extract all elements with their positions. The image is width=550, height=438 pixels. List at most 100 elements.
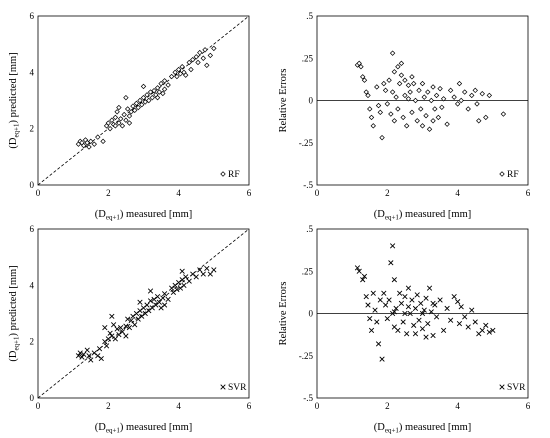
data-point	[119, 123, 126, 129]
data-point	[118, 324, 124, 331]
data-point	[411, 322, 417, 328]
x-tick-label: 6	[526, 188, 531, 198]
y-axis-label: (Deq+1) predicted [mm]	[8, 265, 21, 361]
data-point	[183, 72, 189, 78]
data-point	[142, 99, 148, 105]
data-point	[105, 336, 111, 342]
data-point	[88, 357, 94, 363]
data-point	[433, 314, 440, 320]
data-point	[139, 313, 145, 319]
data-point	[154, 85, 161, 91]
data-point	[356, 268, 362, 274]
data-point	[197, 49, 203, 56]
data-point	[186, 278, 192, 284]
data-point	[440, 327, 447, 334]
data-point	[119, 329, 126, 335]
data-point	[363, 89, 369, 95]
data-point	[190, 271, 196, 277]
y-tick-label: 6	[30, 224, 35, 234]
data-point	[128, 317, 134, 324]
data-point	[414, 118, 420, 124]
data-point	[419, 80, 426, 87]
data-point	[358, 64, 364, 70]
legend-label: SVR	[228, 383, 247, 393]
data-point	[388, 111, 394, 117]
x-axis-label: (Deq+1) measured [mm]	[374, 209, 471, 222]
data-point	[386, 77, 392, 83]
data-point	[426, 126, 433, 132]
data-point	[469, 307, 475, 313]
legend-marker	[499, 171, 505, 177]
data-point	[423, 295, 429, 301]
identity-line	[37, 228, 250, 399]
data-point	[483, 322, 489, 328]
data-point	[458, 97, 464, 104]
x-tick-label: 0	[36, 188, 41, 198]
data-point	[375, 102, 382, 109]
data-point	[84, 347, 90, 353]
x-tick-label: 4	[455, 188, 460, 198]
data-point	[395, 327, 401, 334]
data-point	[137, 97, 143, 104]
y-tick-label: 0	[30, 393, 35, 403]
data-point	[377, 297, 383, 303]
data-point	[435, 114, 442, 121]
data-point	[174, 286, 180, 293]
data-point	[207, 271, 213, 277]
data-point	[144, 302, 150, 308]
data-point	[402, 310, 408, 317]
data-point	[147, 288, 154, 294]
data-point	[112, 123, 119, 129]
data-point	[158, 305, 164, 311]
data-point	[165, 82, 171, 88]
data-point	[405, 82, 412, 88]
data-point	[123, 323, 129, 329]
data-point	[472, 319, 478, 325]
data-point	[479, 91, 485, 97]
data-point	[151, 296, 157, 303]
data-point	[472, 87, 478, 94]
data-point	[375, 341, 382, 347]
data-point	[411, 80, 417, 87]
x-tick-label: 0	[36, 401, 41, 411]
data-point	[181, 282, 187, 288]
data-point	[440, 96, 447, 102]
data-point	[193, 54, 199, 60]
data-point	[146, 308, 152, 314]
legend-marker	[499, 384, 505, 390]
data-point	[405, 285, 412, 291]
y-axis-label: (Deq+1) predicted [mm]	[8, 52, 21, 148]
data-point	[140, 94, 147, 101]
data-point	[402, 77, 408, 83]
data-point	[126, 120, 133, 126]
data-point	[391, 309, 397, 315]
data-point	[433, 92, 440, 99]
data-point	[168, 73, 175, 80]
data-point	[140, 305, 147, 311]
data-point	[137, 299, 143, 305]
data-point	[426, 285, 433, 291]
y-tick-label: 6	[30, 11, 35, 21]
data-point	[456, 321, 463, 327]
data-point	[469, 92, 475, 99]
data-point	[156, 299, 162, 305]
y-tick-label: 0	[30, 180, 35, 190]
data-point	[161, 86, 168, 92]
data-point	[156, 89, 163, 95]
x-tick-label: 2	[385, 188, 390, 198]
data-point	[423, 113, 429, 119]
data-point	[135, 316, 141, 322]
data-point	[100, 138, 106, 145]
data-point	[147, 298, 154, 304]
data-point	[172, 69, 178, 76]
data-point	[451, 293, 457, 300]
data-point	[405, 304, 412, 310]
data-point	[409, 297, 415, 303]
data-point	[365, 302, 371, 308]
data-point	[423, 334, 429, 340]
data-point	[139, 102, 145, 108]
data-point	[175, 66, 182, 73]
data-point	[75, 353, 82, 359]
data-point	[179, 64, 185, 70]
data-point	[418, 300, 424, 306]
